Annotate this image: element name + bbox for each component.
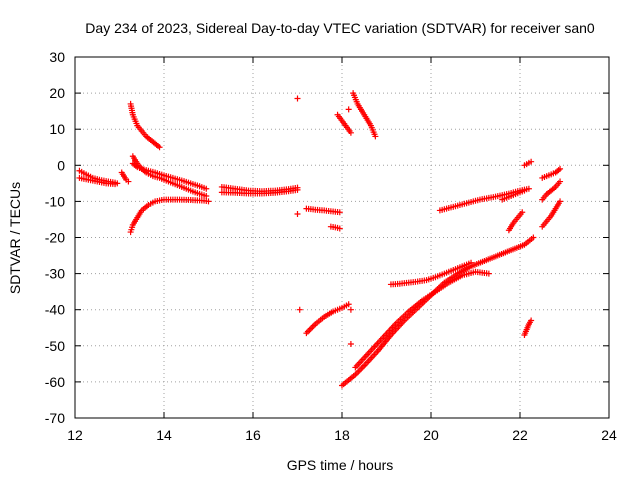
y-tick-label: 0	[57, 157, 65, 173]
x-tick-label: 12	[67, 427, 83, 443]
data-points	[76, 90, 564, 389]
series-arc-k	[327, 223, 343, 232]
series-arc-g	[127, 196, 212, 236]
chart-title: Day 234 of 2023, Sidereal Day-to-day VTE…	[85, 20, 595, 36]
data-point	[125, 178, 132, 185]
axis-ticks	[74, 56, 610, 419]
data-point	[294, 186, 301, 193]
series-arc-v	[521, 158, 535, 169]
series-arc-r	[436, 185, 532, 214]
y-tick-label: -50	[45, 338, 65, 354]
data-point	[296, 306, 303, 313]
series-arc-q	[387, 259, 475, 288]
data-point	[345, 301, 352, 308]
data-point	[112, 181, 119, 188]
y-tick-label: 30	[49, 49, 65, 65]
x-tick-label: 18	[334, 427, 350, 443]
data-point	[519, 209, 526, 216]
data-point	[557, 198, 564, 205]
y-tick-label: -30	[45, 266, 65, 282]
series-arc-c	[118, 169, 132, 185]
data-point	[203, 185, 210, 192]
series-arc-b	[76, 174, 119, 188]
gridlines	[75, 57, 609, 418]
series-isolated	[294, 95, 354, 347]
data-point	[336, 209, 343, 216]
x-tick-label: 20	[423, 427, 439, 443]
x-tick-labels: 12 14 16 18 20 22 24	[67, 427, 617, 443]
series-arc-n	[350, 90, 379, 140]
data-point	[347, 129, 354, 136]
series-arc-y	[539, 198, 564, 230]
data-point	[294, 211, 301, 218]
y-tick-label: -40	[45, 302, 65, 318]
data-point	[525, 185, 532, 192]
series-arc-u	[521, 317, 535, 338]
series-arc-s	[499, 187, 528, 203]
series-arc-w	[539, 165, 564, 181]
x-tick-label: 24	[601, 427, 617, 443]
series-arc-t	[505, 209, 526, 234]
x-tick-label: 14	[156, 427, 172, 443]
series-arc-f	[127, 100, 163, 151]
y-tick-label: -70	[45, 410, 65, 426]
series-arc-p	[352, 268, 492, 371]
series-arc-e	[129, 153, 210, 199]
data-point	[156, 144, 163, 151]
data-point	[557, 178, 564, 185]
y-tick-label: -10	[45, 193, 65, 209]
data-point	[528, 317, 535, 324]
data-point	[530, 234, 537, 241]
series-arc-j	[303, 205, 343, 216]
y-tick-label: 20	[49, 85, 65, 101]
data-point	[372, 133, 379, 140]
series-arc-o	[339, 234, 537, 389]
data-point	[528, 158, 535, 165]
data-point	[347, 306, 354, 313]
data-point	[521, 187, 528, 194]
data-point	[485, 270, 492, 277]
x-axis-label: GPS time / hours	[287, 457, 394, 473]
data-point	[203, 192, 210, 199]
y-axis-label: SDTVAR / TECUs	[7, 182, 23, 294]
data-point	[345, 106, 352, 113]
x-tick-label: 16	[245, 427, 261, 443]
series-arc-l	[303, 301, 352, 337]
data-point	[468, 259, 475, 266]
series-arc-x	[539, 178, 564, 203]
y-tick-labels: -70 -60 -50 -40 -30 -20 -10 0 10 20 30	[45, 49, 65, 426]
data-point	[336, 225, 343, 232]
data-point	[557, 165, 564, 172]
x-tick-label: 22	[512, 427, 528, 443]
series-arc-m	[334, 111, 354, 136]
data-point	[347, 340, 354, 347]
data-point	[294, 95, 301, 102]
data-point	[205, 198, 212, 205]
series-arc-i	[218, 186, 301, 197]
y-tick-label: -20	[45, 230, 65, 246]
y-tick-label: 10	[49, 121, 65, 137]
y-tick-label: -60	[45, 374, 65, 390]
